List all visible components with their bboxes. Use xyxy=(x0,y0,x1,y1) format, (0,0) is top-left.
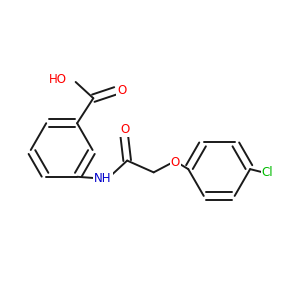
Text: O: O xyxy=(120,123,129,136)
Text: Cl: Cl xyxy=(262,166,273,178)
Text: HO: HO xyxy=(49,73,67,85)
Text: NH: NH xyxy=(94,172,112,185)
Text: O: O xyxy=(170,156,180,169)
Text: O: O xyxy=(117,84,127,97)
